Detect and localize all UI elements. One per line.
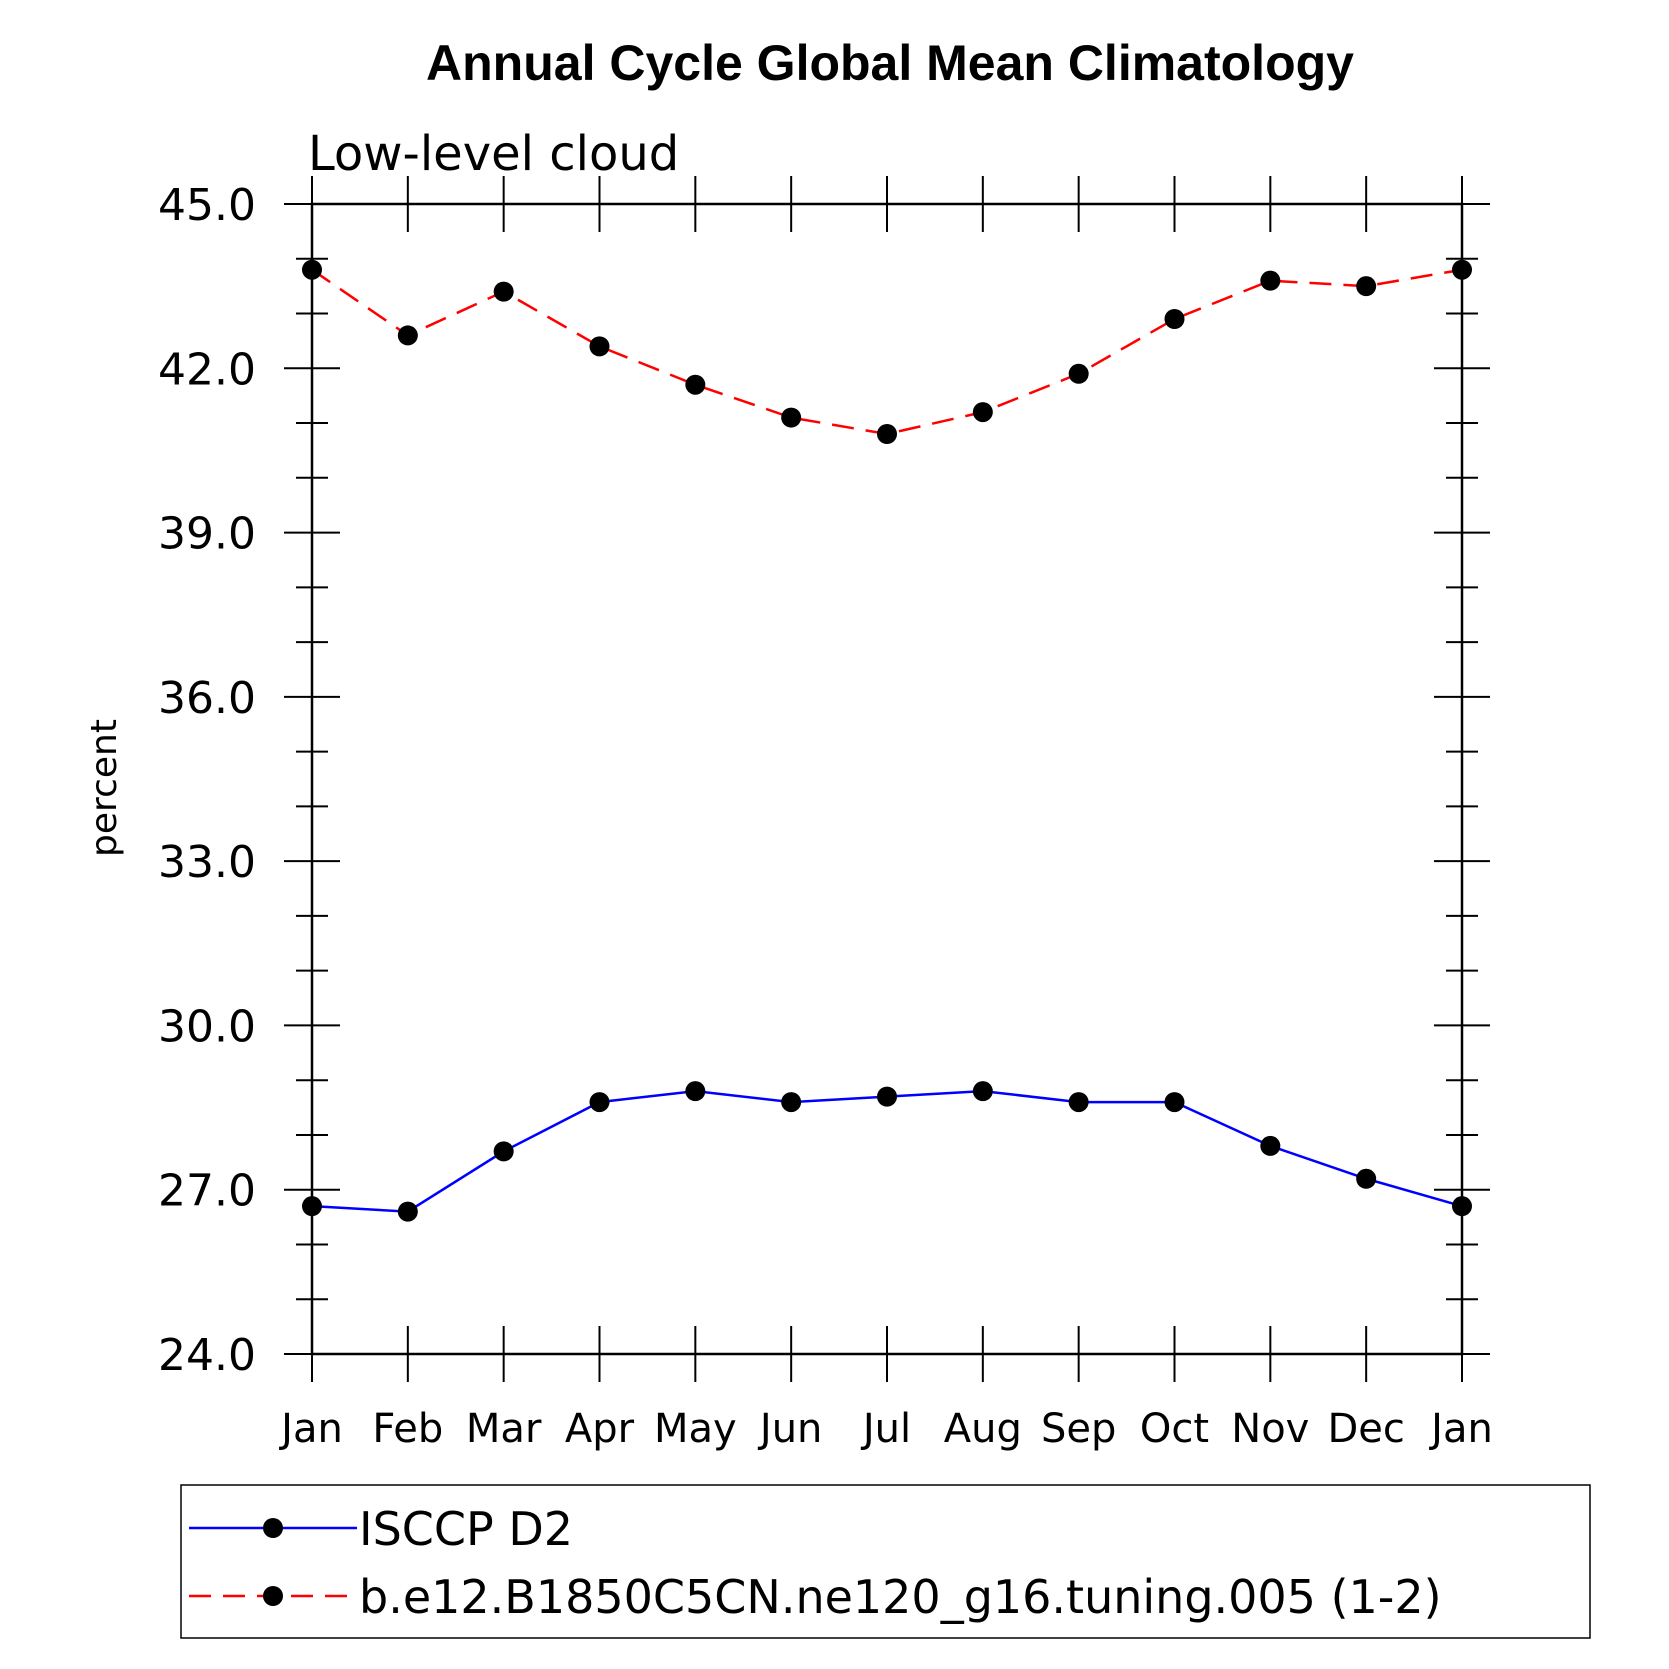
chart-subtitle: Low-level cloud — [308, 126, 679, 182]
series-line-1 — [311, 1089, 1463, 1213]
x-tick-label: Jan — [278, 1406, 343, 1452]
x-tick-label: Feb — [372, 1406, 443, 1452]
legend-label-2: b.e12.B1850C5CN.ne120_g16.tuning.005 (1-… — [359, 1570, 1442, 1624]
y-tick-label: 42.0 — [158, 344, 256, 395]
x-tick-label: Jun — [757, 1406, 823, 1452]
x-tick-label: Jan — [1428, 1406, 1493, 1452]
y-tick-label: 27.0 — [158, 1166, 256, 1217]
x-tick-label: Mar — [466, 1406, 542, 1452]
y-tick-label: 36.0 — [158, 673, 256, 724]
data-point — [1260, 270, 1281, 291]
x-tick-label: Aug — [944, 1406, 1022, 1452]
y-tick-label: 30.0 — [158, 1001, 256, 1052]
plot-frame — [310, 202, 1464, 1356]
legend-label-1: ISCCP D2 — [359, 1502, 573, 1556]
y-tick-label: 45.0 — [158, 180, 256, 231]
data-point — [1164, 1092, 1185, 1113]
data-point — [493, 281, 514, 302]
data-point — [685, 374, 706, 395]
legend-marker-2 — [263, 1586, 283, 1606]
data-point — [1068, 363, 1089, 384]
series-layer — [302, 259, 1472, 1222]
x-tick-label: Dec — [1327, 1406, 1404, 1452]
data-point — [397, 1201, 418, 1222]
x-tick-label: May — [654, 1406, 737, 1452]
y-tick-label: 39.0 — [158, 509, 256, 560]
data-point — [589, 336, 610, 357]
data-point — [781, 1092, 802, 1113]
x-tick-label: Oct — [1140, 1406, 1209, 1452]
axes: 24.0 27.0 30.0 33.0 36.0 39.0 42.0 45.0 Jan Feb Ma… — [158, 176, 1493, 1452]
y-tick-label: 33.0 — [158, 837, 256, 888]
y-tick-label: 24.0 — [158, 1330, 256, 1381]
x-tick-label: Sep — [1041, 1406, 1116, 1452]
data-point — [1260, 1135, 1281, 1156]
data-point — [1452, 259, 1472, 280]
chart-title: Annual Cycle Global Mean Climatology — [426, 35, 1354, 91]
data-point — [685, 1081, 706, 1102]
series-line-2 — [311, 268, 1463, 436]
legend: ISCCP D2 b.e12.B1850C5CN.ne120_g16.tuning… — [180, 1484, 1591, 1639]
x-tick-label: Apr — [565, 1406, 635, 1452]
legend-marker-1 — [263, 1518, 283, 1538]
data-point — [302, 259, 322, 280]
data-point — [1452, 1196, 1472, 1217]
data-point — [972, 1081, 993, 1102]
data-point — [877, 1086, 897, 1107]
x-tick-label: Nov — [1231, 1406, 1309, 1452]
legend-box — [180, 1484, 1591, 1639]
data-point — [397, 325, 418, 346]
data-point — [1068, 1092, 1089, 1113]
x-tick-label: Jul — [860, 1406, 911, 1452]
y-axis-label: percent — [84, 719, 125, 857]
data-point — [1356, 1168, 1377, 1189]
data-point — [877, 424, 897, 444]
data-point — [493, 1141, 514, 1162]
data-point — [589, 1092, 610, 1113]
data-point — [1356, 276, 1377, 297]
data-point — [1164, 309, 1185, 329]
data-point — [781, 407, 802, 428]
data-point — [972, 402, 993, 423]
data-point — [302, 1196, 322, 1217]
